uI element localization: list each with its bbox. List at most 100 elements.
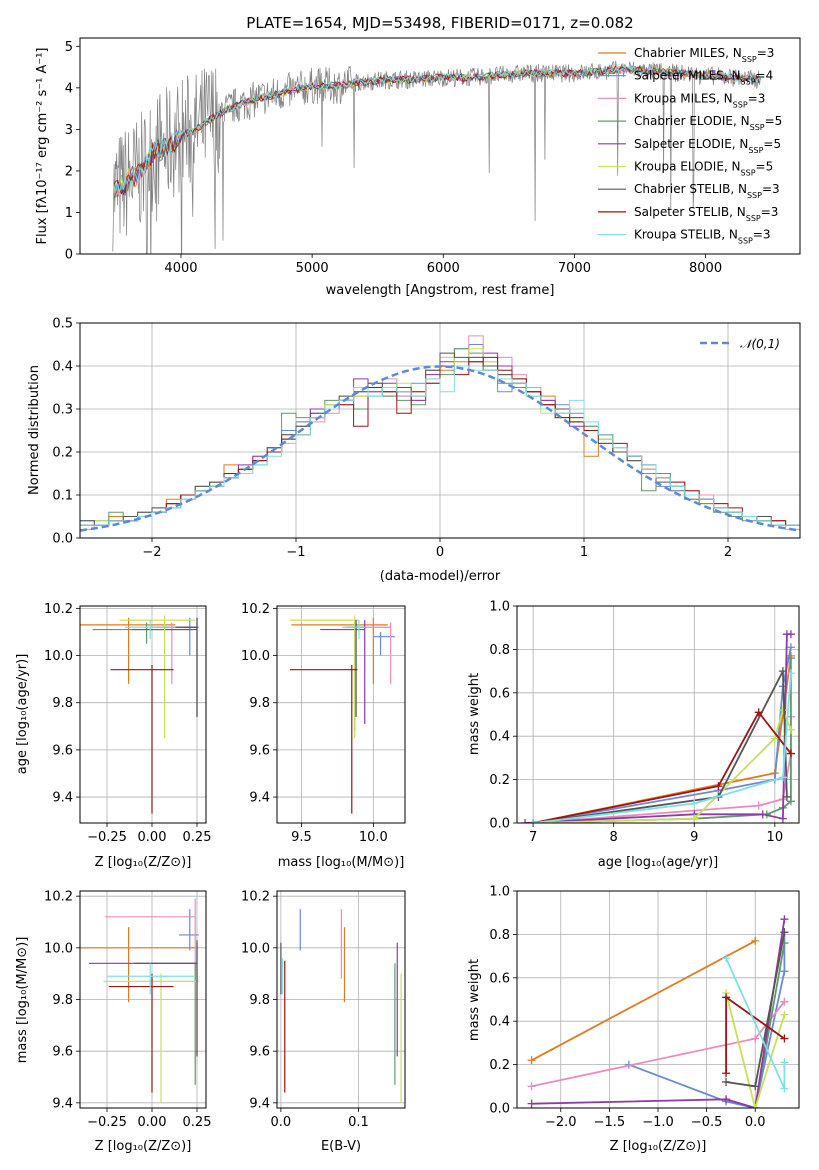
age-vs-mass-plot-area: 9.5 10.0 9.4 9.6 9.8 10.0 10.2 [241, 602, 406, 845]
legend-label-8: Kroupa STELIB, NSSP=3 [634, 228, 771, 246]
age-z-ytick-label-3: 10.0 [44, 649, 73, 664]
mass-vs-reddening-xlabel: E(B-V) [321, 1139, 361, 1154]
weight-z-ytick-label-5: 1.0 [489, 885, 510, 900]
weight-age-marker-5-4 [786, 725, 795, 734]
age-z-ytick-label-0: 9.4 [52, 791, 73, 806]
mass-z-points [80, 898, 199, 1103]
spectrum-clipped-lines [112, 60, 761, 254]
weight-age-marker-5-2 [770, 734, 779, 743]
age-mass-ytick-label-1: 9.6 [249, 743, 270, 758]
age-z-ytick-label-4: 10.2 [44, 602, 73, 617]
weight-z-ytick-label-4: 0.8 [489, 928, 510, 943]
legend-label-0: Chabrier MILES, NSSP=3 [634, 46, 774, 64]
mass-z-xtick-label-1: 0.00 [138, 1115, 167, 1130]
weight-vs-age-xlabel: age [log₁₀(age/yr)] [598, 855, 719, 870]
legend-label-2: Kroupa MILES, NSSP=3 [634, 91, 765, 109]
age-vs-metallicity-plot-area: −0.25 0.00 0.25 9.4 9.6 9.8 10.0 10.2 [44, 602, 211, 845]
weight-age-ytick-label-3: 0.6 [489, 686, 510, 701]
spectrum-xtick-label-2: 6000 [427, 261, 460, 276]
weight-age-marker-7-2 [754, 708, 763, 717]
residuals-xtick-label-4: 2 [724, 545, 732, 560]
age-vs-mass-xlabel: mass [log₁₀(M/M⊙)] [278, 855, 405, 870]
normal-reference-curve [80, 365, 800, 532]
age-mass-xtick-label-0: 9.5 [291, 830, 312, 845]
mass-z-ytick-label-0: 9.4 [52, 1096, 73, 1111]
age-vs-mass-panel: 9.5 10.0 9.4 9.6 9.8 10.0 10.2 mass [log₁₀(M/M… [241, 602, 406, 870]
spectrum-ytick-label-3: 3 [65, 123, 73, 138]
weight-age-marker-8-1 [690, 799, 699, 808]
weight-z-xtick-label-1: −1.5 [594, 1115, 626, 1130]
legend-label-7: Salpeter STELIB, NSSP=3 [634, 205, 778, 223]
age-vs-metallicity-ylabel: age [log₁₀(age/yr)] [15, 654, 30, 775]
spectrum-ytick-label-2: 2 [65, 164, 73, 179]
legend-label-3: Chabrier ELODIE, NSSP=5 [634, 114, 782, 132]
residuals-xtick-label-3: 1 [580, 545, 588, 560]
model-spectrum-line-6 [113, 66, 761, 198]
mass-ebv-ytick-label-1: 9.6 [249, 1045, 270, 1060]
weight-z-marker-2-1 [751, 1034, 760, 1043]
spectrum-plot-area: 4000 5000 6000 7000 8000 0 1 2 3 4 5 [65, 37, 801, 276]
mass-ebv-xtick-label-1: 0.1 [348, 1115, 369, 1130]
weight-age-xtick-label-2: 9 [690, 830, 698, 845]
age-vs-metallicity-xlabel: Z [log₁₀(Z/Z⊙)] [95, 855, 192, 870]
weight-age-ytick-label-2: 0.4 [489, 730, 510, 745]
age-z-frame [79, 605, 207, 824]
residuals-ytick-label-4: 0.4 [52, 360, 73, 375]
weight-z-marker-4-3 [780, 915, 789, 924]
weight-age-marker-5-3 [778, 706, 787, 715]
weight-age-line-6 [532, 670, 788, 823]
weight-age-marker-4-0 [521, 819, 530, 823]
weight-z-ytick-label-1: 0.2 [489, 1058, 510, 1073]
mass-z-ytick-label-3: 10.0 [44, 941, 73, 956]
mass-vs-metallicity-panel: −0.25 0.00 0.25 9.4 9.6 9.8 10.0 10.2 Z [log₁₀(… [15, 890, 211, 1154]
weight-z-marker-5-1 [751, 1104, 760, 1108]
residuals-ytick-label-5: 0.5 [52, 317, 73, 332]
residuals-xtick-label-1: −1 [286, 545, 305, 560]
mass-ebv-ytick-label-3: 10.0 [241, 941, 270, 956]
weight-z-marker-7-1 [722, 993, 731, 1002]
weight-age-xtick-label-0: 7 [529, 830, 537, 845]
residuals-xtick-label-2: 0 [436, 545, 444, 560]
residuals-plot-area: −2 −1 0 1 2 0.0 0.1 0.2 0.3 0.4 0.5 [52, 317, 801, 560]
residuals-xtick-label-0: −2 [142, 545, 161, 560]
residuals-ytick-label-0: 0.0 [52, 532, 73, 547]
weight-z-marker-8-2 [780, 1058, 789, 1067]
weight-z-marker-1-3 [780, 967, 789, 976]
legend-label-6: Chabrier STELIB, NSSP=3 [634, 182, 780, 200]
weight-age-marker-6-2 [778, 667, 787, 676]
mass-vs-reddening-panel: 0.0 0.1 9.4 9.6 9.8 10.0 10.2 E(B-V) [241, 890, 406, 1154]
weight-age-ytick-label-4: 0.8 [489, 643, 510, 658]
spectrum-ytick-label-4: 4 [65, 81, 73, 96]
weight-z-marker-6-0 [722, 1077, 731, 1086]
weight-age-xtick-label-1: 8 [610, 830, 618, 845]
mass-ebv-frame [276, 890, 406, 1109]
age-mass-frame [276, 605, 406, 824]
weight-z-marker-8-1 [780, 1084, 789, 1093]
weight-z-xtick-label-4: 0.0 [745, 1115, 766, 1130]
weight-z-marker-2-3 [780, 997, 789, 1006]
weight-z-marker-0-0 [527, 1056, 536, 1065]
weight-z-line-1 [628, 932, 786, 1108]
age-z-ytick-label-1: 9.6 [52, 743, 73, 758]
residuals-ylabel: Normed distribution [27, 365, 42, 495]
legend-label-4: Salpeter ELODIE, NSSP=5 [634, 137, 781, 155]
mass-vs-metallicity-xlabel: Z [log₁₀(Z/Z⊙)] [95, 1139, 192, 1154]
age-mass-ytick-label-4: 10.2 [241, 602, 270, 617]
spectrum-title: PLATE=1654, MJD=53498, FIBERID=0171, z=0… [246, 14, 633, 32]
weight-z-marker-6-1 [751, 1082, 760, 1091]
spectrum-ylabel: Flux [fλ10⁻¹⁷ erg cm⁻² s⁻¹ A⁻¹] [35, 48, 50, 245]
weight-age-ytick-label-0: 0.0 [489, 817, 510, 832]
weight-age-ytick-label-1: 0.2 [489, 773, 510, 788]
weight-z-line-0 [531, 940, 756, 1062]
weight-z-marker-7-0 [722, 1069, 731, 1078]
weight-age-marker-8-2 [778, 773, 787, 782]
mass-ebv-points [280, 909, 402, 1103]
weight-z-ytick-label-0: 0.0 [489, 1102, 510, 1117]
weight-vs-age-plot-area: 7 8 9 10 0.0 0.2 0.4 0.6 0.8 1.0 [489, 600, 800, 845]
model-spectrum-line-8 [113, 64, 761, 193]
spectrum-ytick-label-1: 1 [65, 206, 73, 221]
age-mass-xtick-label-1: 10.0 [359, 830, 388, 845]
spectrum-legend: Chabrier MILES, NSSP=3 Salpeter MILES, NS… [598, 46, 782, 245]
weight-z-marker-5-2 [780, 1010, 789, 1019]
weight-age-marker-3-4 [786, 797, 795, 806]
